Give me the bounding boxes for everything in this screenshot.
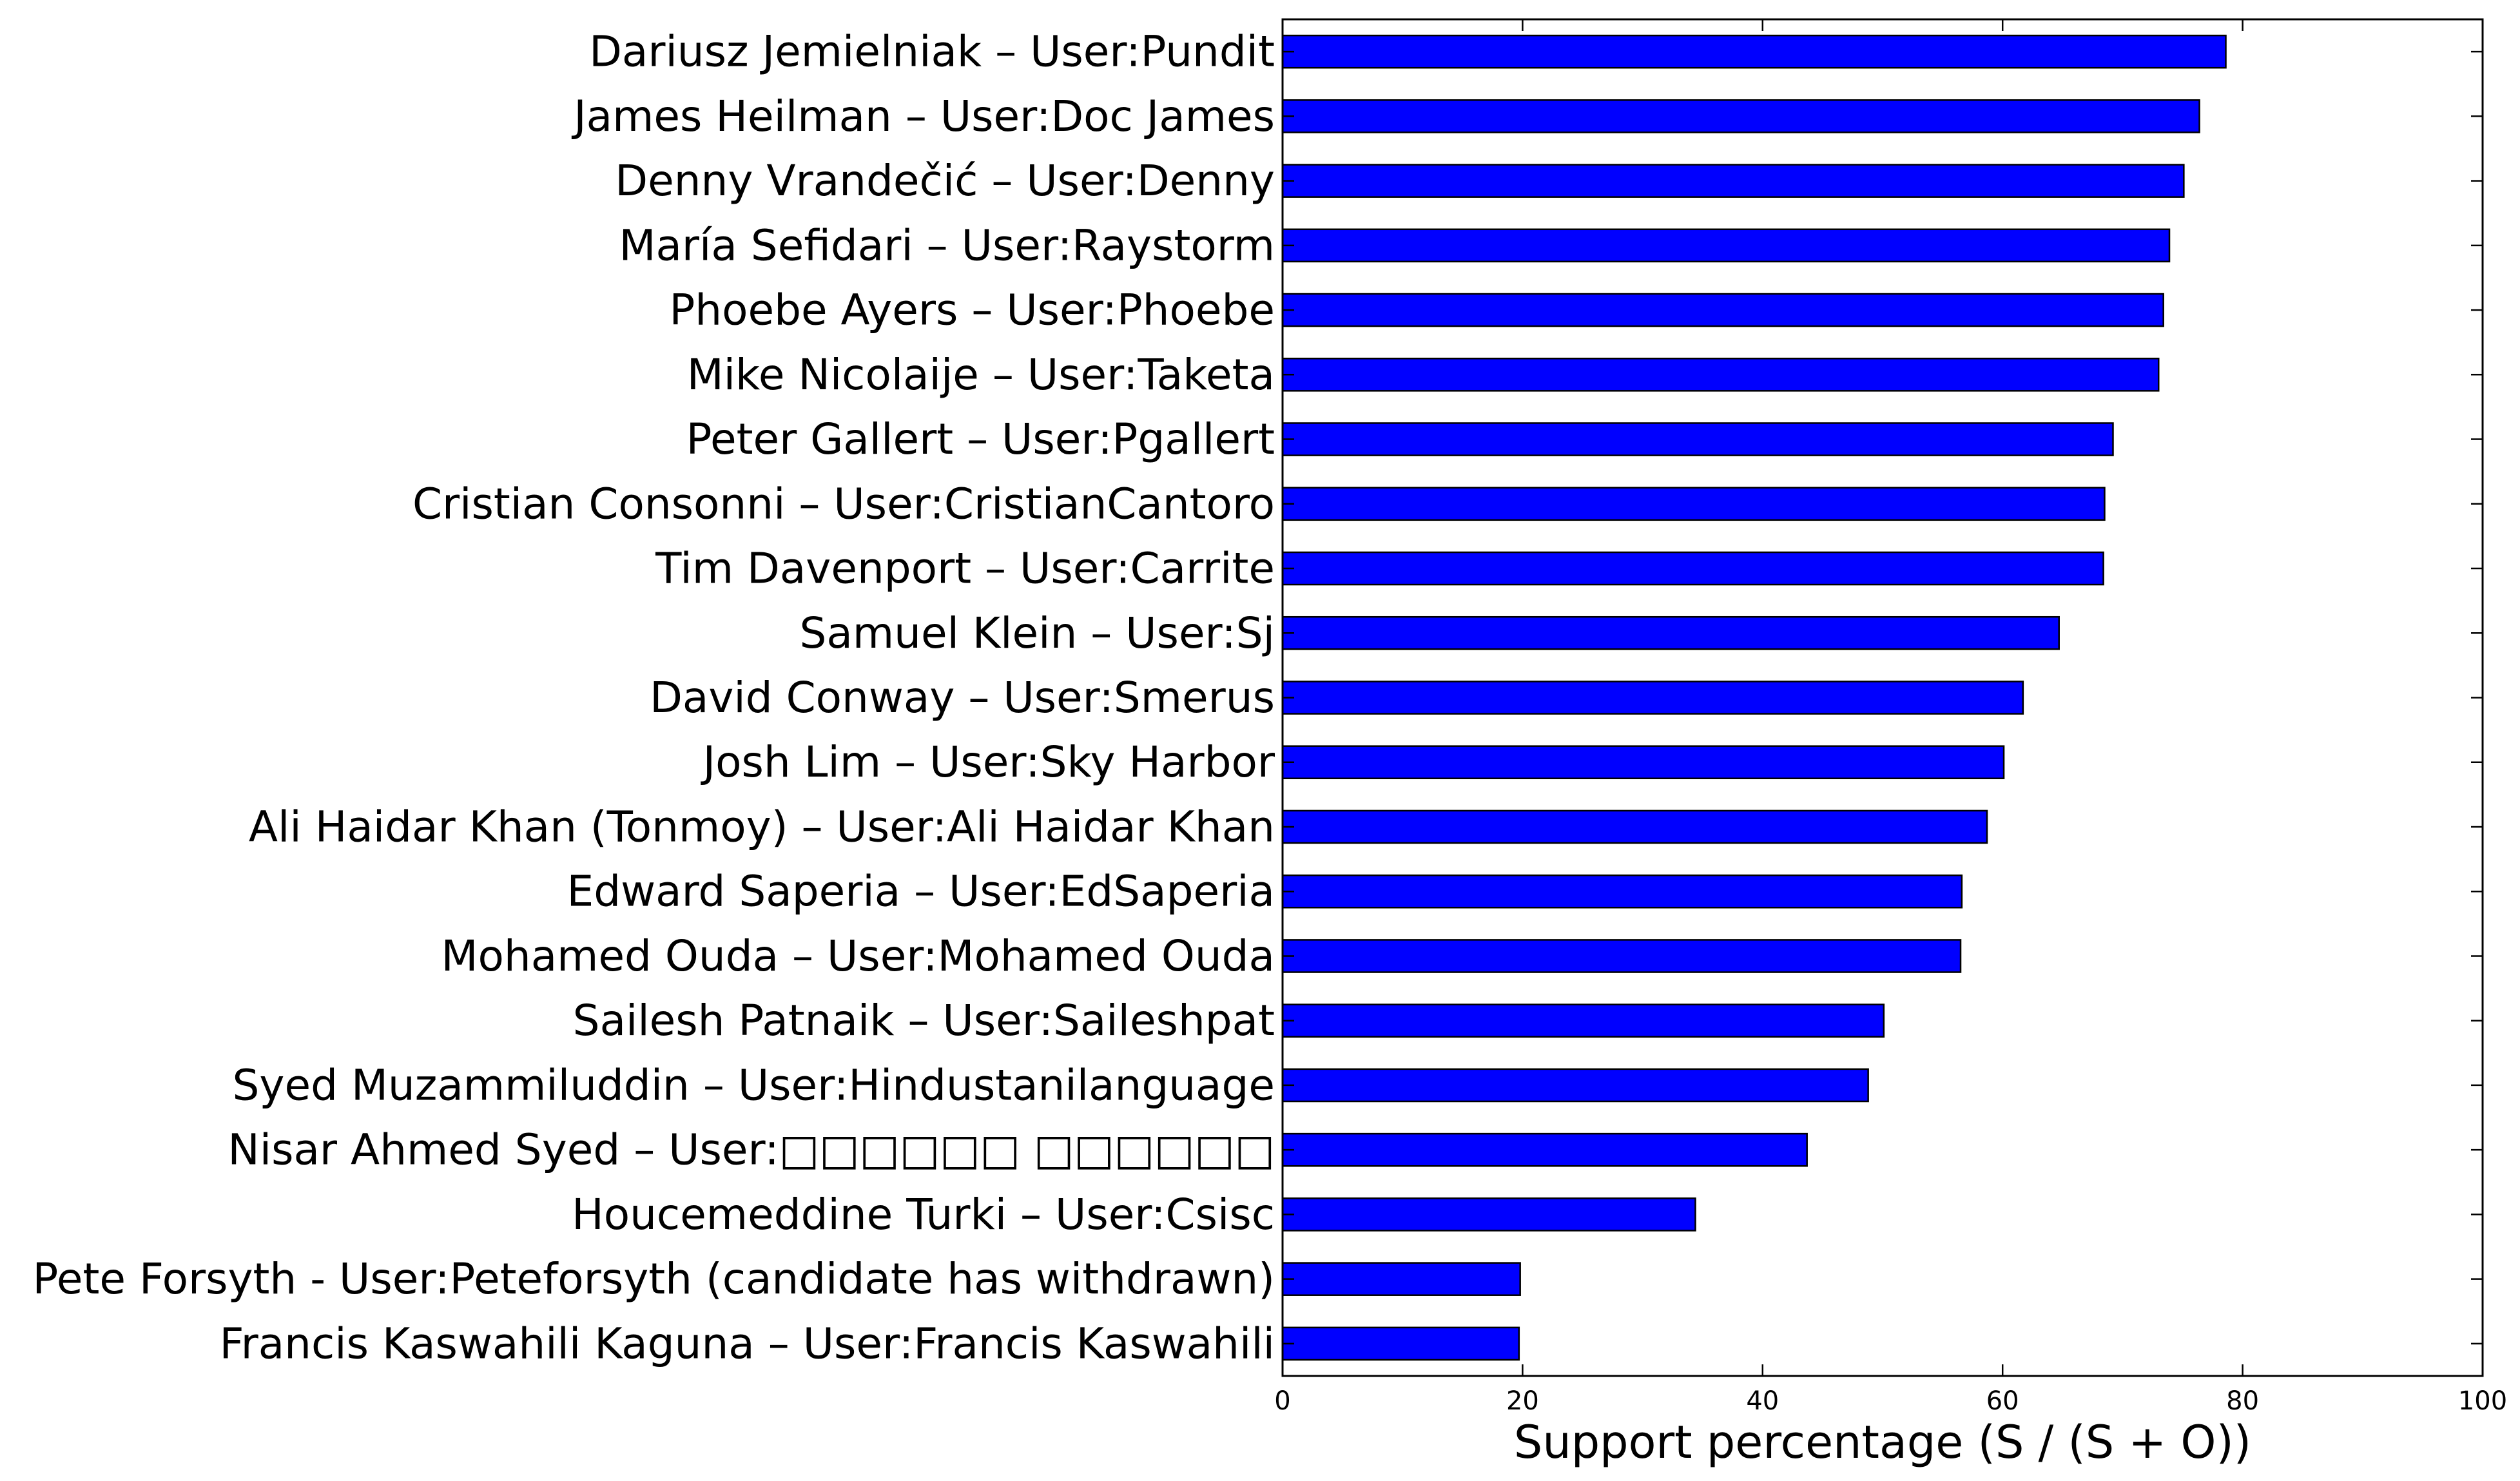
bar (1281, 228, 2171, 263)
category-label: Samuel Klein – User:Sj (800, 608, 1275, 658)
x-tick-label: 20 (1506, 1386, 1539, 1416)
x-tick-label: 60 (1986, 1386, 2019, 1416)
category-label: Denny Vrandečić – User:Denny (615, 156, 1275, 206)
x-tick-label: 100 (2458, 1386, 2507, 1416)
ticks-layer (1281, 19, 2484, 1376)
category-label: James Heilman – User:Doc James (571, 92, 1275, 141)
category-label: Josh Lim – User:Sky Harbor (701, 737, 1275, 787)
bar (1281, 1132, 1808, 1167)
category-label: Syed Muzammiluddin – User:Hindustanilang… (233, 1060, 1275, 1110)
category-label: Pete Forsyth - User:Peteforsyth (candida… (32, 1254, 1275, 1304)
bar (1281, 34, 2227, 69)
bar (1281, 422, 2114, 456)
bar (1281, 551, 2104, 586)
bar (1281, 1326, 1520, 1361)
bar (1281, 293, 2164, 327)
category-label: Ali Haidar Khan (Tonmoy) – User:Ali Haid… (249, 802, 1275, 851)
category-label: Francis Kaswahili Kaguna – User:Francis … (219, 1319, 1275, 1368)
category-label: Sailesh Patnaik – User:Saileshpat (573, 996, 1275, 1045)
labels-layer: Dariusz Jemielniak – User:Pundit James He… (32, 27, 2507, 1416)
category-label: Dariusz Jemielniak – User:Pundit (589, 27, 1275, 77)
bar (1281, 1262, 1521, 1296)
bar (1281, 681, 2024, 715)
x-tick-label: 40 (1746, 1386, 1779, 1416)
bar (1281, 615, 2060, 650)
bar (1281, 939, 1962, 973)
category-label: Edward Saperia – User:EdSaperia (567, 867, 1275, 916)
plot-frame (1281, 18, 2484, 1377)
category-label: Mohamed Ouda – User:Mohamed Ouda (441, 931, 1275, 981)
category-label: Tim Davenport – User:Carrite (655, 544, 1275, 594)
bar (1281, 99, 2200, 133)
bar (1281, 809, 1988, 844)
x-tick-label: 0 (1274, 1386, 1290, 1416)
category-label: Nisar Ahmed Syed – User:□□□□□□ □□□□□□ (228, 1125, 1275, 1175)
bar (1281, 358, 2160, 392)
category-label: Houcemeddine Turki – User:Csisc (572, 1190, 1275, 1239)
category-label: Phoebe Ayers – User:Phoebe (669, 286, 1275, 335)
bar (1281, 1003, 1885, 1038)
category-label: Peter Gallert – User:Pgallert (686, 414, 1275, 464)
category-label: Mike Nicolaije – User:Taketa (687, 350, 1275, 400)
category-label: María Sefidari – User:Raystorm (619, 220, 1275, 270)
x-tick-label: 80 (2226, 1386, 2259, 1416)
bar (1281, 487, 2106, 521)
category-label: Cristian Consonni – User:CristianCantoro (412, 479, 1275, 528)
bar (1281, 1197, 1696, 1232)
category-label: David Conway – User:Smerus (650, 673, 1275, 722)
bar (1281, 1068, 1869, 1103)
bar (1281, 874, 1963, 909)
x-axis-title: Support percentage (S / (S + O)) (1514, 1416, 2251, 1469)
bars-layer (1281, 34, 2227, 1361)
bar (1281, 164, 2185, 198)
bar (1281, 745, 2005, 780)
